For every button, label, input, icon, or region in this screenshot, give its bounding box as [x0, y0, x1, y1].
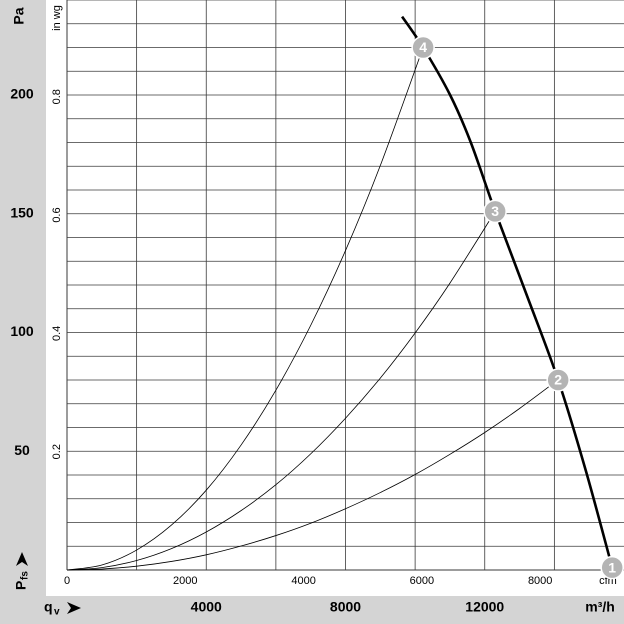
operating-curve — [401, 15, 614, 568]
x2-tick-label: 4000 — [291, 575, 315, 587]
operating-point — [483, 199, 507, 224]
operating-point-label: 2 — [554, 372, 562, 388]
system-curve — [66, 379, 559, 571]
operating-point — [600, 555, 624, 580]
y-tick-label: 50 — [14, 442, 30, 458]
operating-point-label: 3 — [491, 203, 499, 219]
y2-tick-label: 0.6 — [51, 207, 63, 222]
x-tick-label: 12000 — [465, 599, 504, 615]
y-symbol-main: P — [13, 581, 29, 590]
x-symbol-sub: v — [54, 607, 60, 618]
x2-tick-label: 6000 — [410, 575, 434, 587]
x2-tick-label: 2000 — [173, 575, 197, 587]
system-curve — [66, 47, 424, 571]
x2-tick-label: 0 — [64, 575, 70, 587]
y2-label: in wg — [51, 5, 63, 31]
y-symbol-sub: fs — [20, 571, 31, 580]
x-symbol-main: q — [44, 599, 53, 615]
left-band — [0, 0, 46, 596]
y-label: Pa — [11, 7, 27, 24]
operating-point-label: 4 — [419, 39, 427, 55]
x2-tick-label: 8000 — [528, 575, 552, 587]
operating-point-label: 1 — [608, 559, 616, 575]
y-tick-label: 150 — [10, 204, 34, 220]
bottom-band — [0, 596, 624, 624]
x-label: m³/h — [585, 599, 615, 615]
y2-tick-label: 0.4 — [51, 326, 63, 341]
x-tick-label: 4000 — [191, 599, 222, 615]
y-tick-label: 200 — [10, 86, 34, 102]
y2-tick-label: 0.2 — [51, 444, 63, 459]
x-tick-label: 8000 — [330, 599, 361, 615]
y-arrow — [16, 552, 28, 566]
system-curve — [66, 211, 496, 571]
y-symbol: P fs — [13, 571, 31, 590]
x-arrow — [67, 602, 81, 614]
operating-point — [411, 35, 435, 60]
y2-tick-label: 0.8 — [51, 89, 63, 104]
y-tick-label: 100 — [10, 323, 34, 339]
operating-point — [546, 368, 570, 392]
